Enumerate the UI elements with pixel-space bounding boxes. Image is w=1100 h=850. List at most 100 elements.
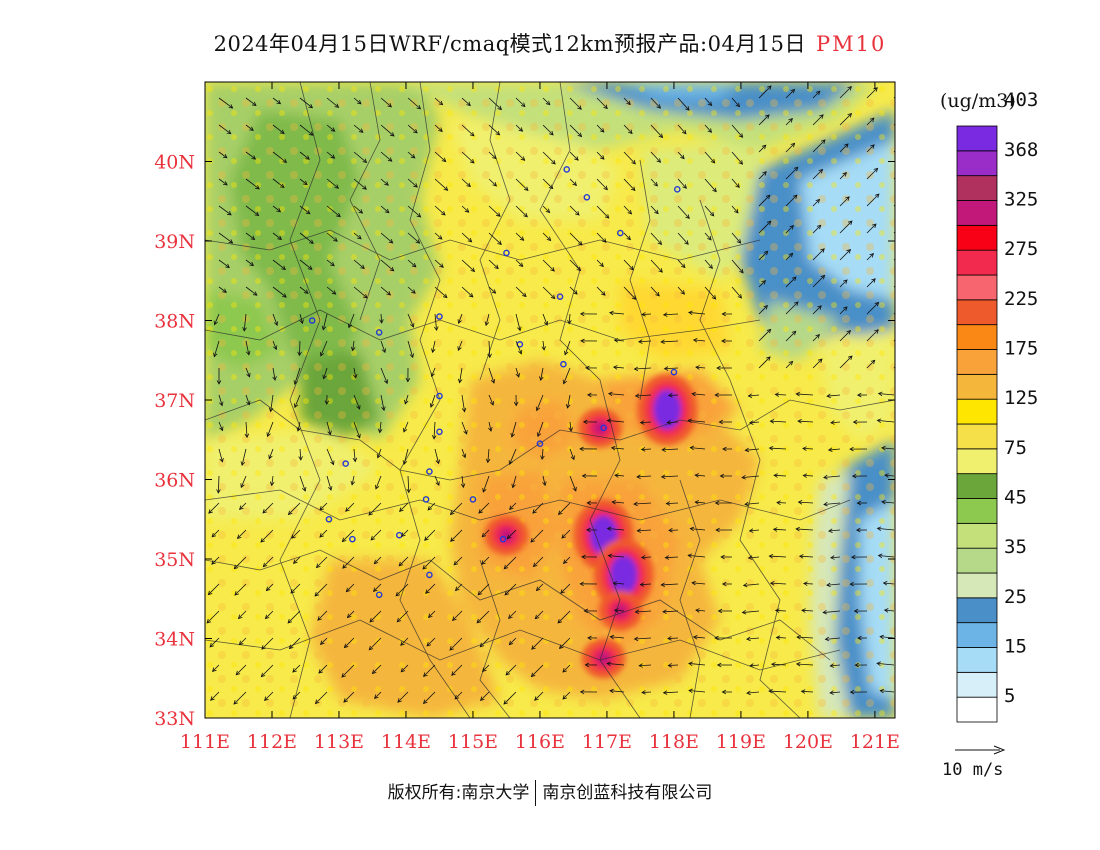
wind-arrow-shaft [688, 554, 706, 558]
wind-arrow-shaft [294, 394, 301, 408]
wind-arrow-head [426, 641, 432, 647]
wind-arrow-head [356, 433, 361, 439]
wind-arrow-shaft [825, 637, 841, 640]
wind-arrow-shaft [323, 367, 328, 379]
wind-arrow-shaft [272, 313, 278, 326]
wind-arrow-head [389, 266, 395, 272]
wind-arrow-shaft [693, 339, 706, 342]
wind-arrow-head [788, 360, 794, 366]
wind-arrow-head [237, 614, 243, 620]
wind-arrow-shaft [488, 205, 501, 217]
title-main: 2024年04月15日WRF/cmaq模式12km预报产品:04月15日 [213, 32, 807, 56]
wind-arrow-head [851, 473, 857, 479]
wind-arrow-head [874, 193, 880, 199]
wind-arrow-head [662, 609, 667, 614]
wind-arrow-shaft [531, 637, 544, 650]
wind-arrow-head [305, 155, 310, 160]
wind-arrow-head [452, 616, 457, 621]
concentration-field [205, 82, 895, 718]
wind-arrow-head [466, 101, 471, 107]
wind-arrow-head [484, 321, 490, 327]
wind-arrow-head [523, 212, 528, 218]
wind-arrow-head [884, 473, 889, 478]
wind-arrow-shaft [326, 286, 336, 295]
wind-arrow-shaft [245, 421, 248, 438]
wind-arrow-head [856, 500, 862, 506]
wind-arrow-shaft [677, 97, 690, 111]
wind-arrow-head [689, 526, 695, 532]
wind-arrow-shaft [731, 259, 744, 274]
wind-arrow-head [710, 158, 716, 164]
wind-arrow-head [607, 553, 613, 559]
wind-arrow-head [345, 587, 351, 593]
wind-arrow-head [307, 265, 313, 270]
wind-arrow-head [362, 185, 367, 190]
wind-arrow-shaft [569, 421, 572, 432]
colorbar-swatch [956, 522, 998, 549]
wind-arrow-head [560, 589, 565, 594]
wind-arrow-head [222, 153, 228, 159]
lat-tick-label: 38N [154, 311, 195, 333]
wind-arrow-shaft [878, 555, 895, 558]
wind-arrow-head [438, 100, 444, 106]
wind-arrow-head [540, 455, 545, 461]
wind-arrow-head [872, 223, 877, 228]
wind-arrow-head [667, 393, 673, 398]
wind-arrow-head [264, 696, 269, 701]
wind-arrow-head [876, 418, 882, 423]
wind-arrow-shaft [801, 690, 814, 693]
wind-arrow-head [488, 427, 493, 432]
wind-arrow-head [551, 159, 556, 165]
colorbar-label: 15 [1004, 636, 1027, 658]
wind-arrow-head [819, 114, 824, 119]
wind-arrow-head [244, 433, 250, 439]
wind-arrow-shaft [839, 172, 847, 180]
wind-arrow-head [638, 339, 643, 344]
wind-arrow-shaft [299, 475, 306, 492]
wind-arrow-head [277, 235, 283, 240]
wind-arrow-shaft [623, 205, 632, 215]
wind-arrow-shaft [744, 502, 760, 505]
wind-arrow-head [336, 212, 341, 218]
wind-arrow-head [508, 460, 513, 466]
wind-arrow-head [261, 645, 266, 650]
wind-arrow-head [269, 481, 275, 487]
wind-arrow-shaft [695, 474, 706, 477]
colorbar-label: 25 [1004, 586, 1027, 608]
wind-arrow-shaft [426, 637, 436, 647]
wind-arrow-shaft [380, 97, 392, 108]
wind-arrow-head [549, 130, 554, 136]
wind-arrow-shaft [664, 367, 679, 370]
wind-arrow-shaft [272, 178, 285, 188]
wind-arrow-head [383, 379, 389, 385]
wind-arrow-shaft [353, 232, 362, 240]
wind-arrow-head [387, 157, 393, 162]
wind-arrow-head [558, 644, 564, 650]
wind-arrow-head [881, 499, 886, 505]
city-marker [436, 392, 443, 400]
wind-arrow-shaft [380, 205, 390, 214]
wind-arrow-head [722, 446, 727, 452]
wind-arrow-shaft [569, 448, 575, 460]
wind-arrow-shaft [639, 664, 652, 667]
wind-arrow-head [680, 263, 686, 269]
wind-arrow-head [687, 418, 693, 423]
wind-arrow-head [897, 92, 901, 96]
wind-arrow-head [543, 321, 549, 326]
wind-arrow-shaft [352, 340, 355, 351]
wind-arrow-shaft [218, 124, 231, 134]
wind-arrow-head [308, 131, 314, 136]
wind-arrow-shaft [666, 502, 679, 505]
wind-arrow-head [424, 536, 429, 541]
copyright-owner: 版权所有:南京大学 [387, 783, 530, 803]
wind-arrow-shaft [459, 367, 463, 383]
wind-arrow-head [341, 537, 347, 543]
wind-arrow-shaft [635, 394, 652, 397]
wind-arrow-shaft [455, 583, 463, 591]
wind-arrow-shaft [877, 662, 895, 666]
wind-arrow-shaft [542, 124, 554, 136]
wind-arrow-shaft [326, 475, 332, 491]
wind-arrow-head [609, 634, 615, 640]
wind-arrow-head [601, 291, 606, 296]
city-marker [342, 460, 349, 467]
